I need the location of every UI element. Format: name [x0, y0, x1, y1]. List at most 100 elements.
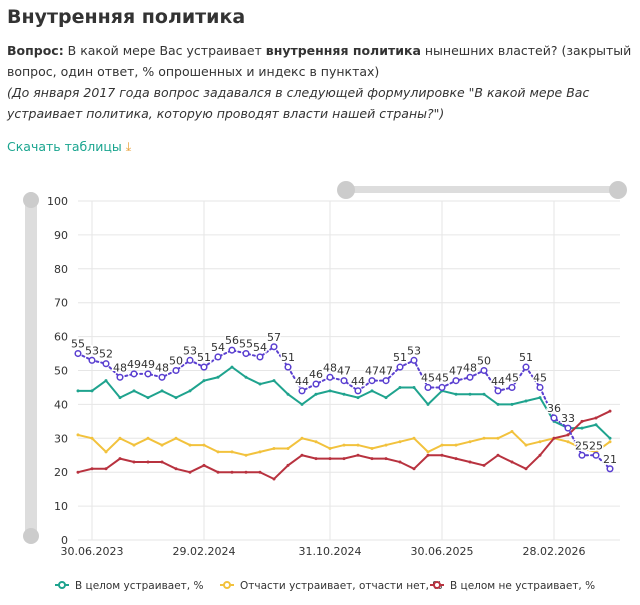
point — [286, 392, 290, 396]
data-label: 21 — [603, 453, 617, 466]
data-label: 45 — [533, 371, 547, 384]
question: Вопрос: В какой мере Вас устраивает внут… — [7, 40, 633, 82]
point — [270, 343, 278, 351]
point — [426, 450, 430, 454]
legend-label: В целом устраивает, % — [75, 580, 203, 592]
x-tick-label: 30.06.2023 — [61, 545, 124, 558]
point — [424, 383, 432, 392]
data-label: 54 — [253, 341, 267, 354]
point — [482, 392, 486, 396]
point — [510, 402, 514, 406]
point — [384, 396, 388, 400]
point — [536, 383, 544, 392]
data-label: 52 — [99, 348, 113, 361]
point — [354, 387, 362, 395]
point — [370, 389, 374, 393]
point — [482, 463, 486, 467]
point — [426, 453, 430, 457]
q-text: нынешних властей? (закрытый вопрос, один… — [7, 43, 632, 79]
point — [510, 460, 514, 464]
point — [118, 396, 122, 400]
q-bold: внутренняя политика — [265, 43, 421, 58]
point — [496, 402, 500, 406]
point — [398, 385, 402, 389]
y-tick-label: 10 — [54, 500, 68, 513]
point — [230, 450, 234, 454]
point — [74, 350, 82, 358]
point — [258, 470, 262, 474]
download-text[interactable]: Скачать таблицы — [7, 139, 122, 154]
point — [466, 373, 474, 381]
point — [160, 389, 164, 393]
point — [538, 396, 542, 400]
point — [384, 443, 388, 447]
download-link[interactable]: Скачать таблицы ⤓ — [7, 139, 131, 155]
point — [130, 370, 138, 378]
point — [356, 453, 360, 457]
point — [158, 373, 166, 381]
data-label: 48 — [113, 361, 127, 374]
point — [88, 356, 96, 364]
data-label: 36 — [547, 402, 561, 415]
point — [410, 356, 418, 364]
y-tick-label: 30 — [54, 432, 68, 445]
y-tick-label: 0 — [61, 534, 68, 547]
point — [300, 453, 304, 457]
data-label: 45 — [435, 371, 449, 384]
legend-marker — [223, 581, 231, 589]
point — [594, 423, 598, 427]
data-label: 51 — [197, 351, 211, 364]
point — [328, 389, 332, 393]
data-label: 49 — [141, 358, 155, 371]
point — [566, 433, 570, 437]
data-label: 51 — [519, 351, 533, 364]
point — [146, 436, 150, 440]
point — [298, 387, 306, 395]
y-tick-label: 40 — [54, 398, 68, 411]
data-label: 50 — [169, 355, 183, 368]
h-handle[interactable] — [609, 181, 627, 199]
point — [286, 446, 290, 450]
point — [160, 443, 164, 447]
point — [200, 363, 208, 371]
point — [606, 465, 614, 473]
point — [342, 392, 346, 396]
point — [146, 460, 150, 464]
point — [258, 382, 262, 386]
point — [396, 363, 404, 371]
point — [244, 453, 248, 457]
data-label: 47 — [337, 365, 351, 378]
point — [496, 436, 500, 440]
h-scroll[interactable] — [345, 186, 620, 193]
h-handle[interactable] — [337, 181, 355, 199]
y-tick-label: 100 — [47, 195, 68, 208]
point — [144, 370, 152, 378]
point — [76, 433, 80, 437]
v-scroll[interactable] — [25, 192, 37, 542]
point — [76, 389, 80, 393]
point — [412, 436, 416, 440]
point — [538, 453, 542, 457]
v-handle[interactable] — [23, 528, 39, 544]
point — [216, 375, 220, 379]
data-label: 47 — [379, 365, 393, 378]
point — [328, 446, 332, 450]
point — [426, 402, 430, 406]
download-icon[interactable]: ⤓ — [125, 139, 132, 154]
data-label: 47 — [449, 365, 463, 378]
point — [272, 477, 276, 481]
v-handle[interactable] — [23, 192, 39, 208]
point — [522, 363, 530, 371]
point — [412, 385, 416, 389]
point — [300, 436, 304, 440]
point — [174, 436, 178, 440]
point — [202, 379, 206, 383]
point — [398, 460, 402, 464]
point — [510, 430, 514, 434]
data-label: 25 — [575, 439, 589, 452]
point — [188, 443, 192, 447]
point — [286, 463, 290, 467]
point — [76, 470, 80, 474]
legend-label: Отчасти устраивает, отчасти нет, % — [240, 580, 442, 592]
